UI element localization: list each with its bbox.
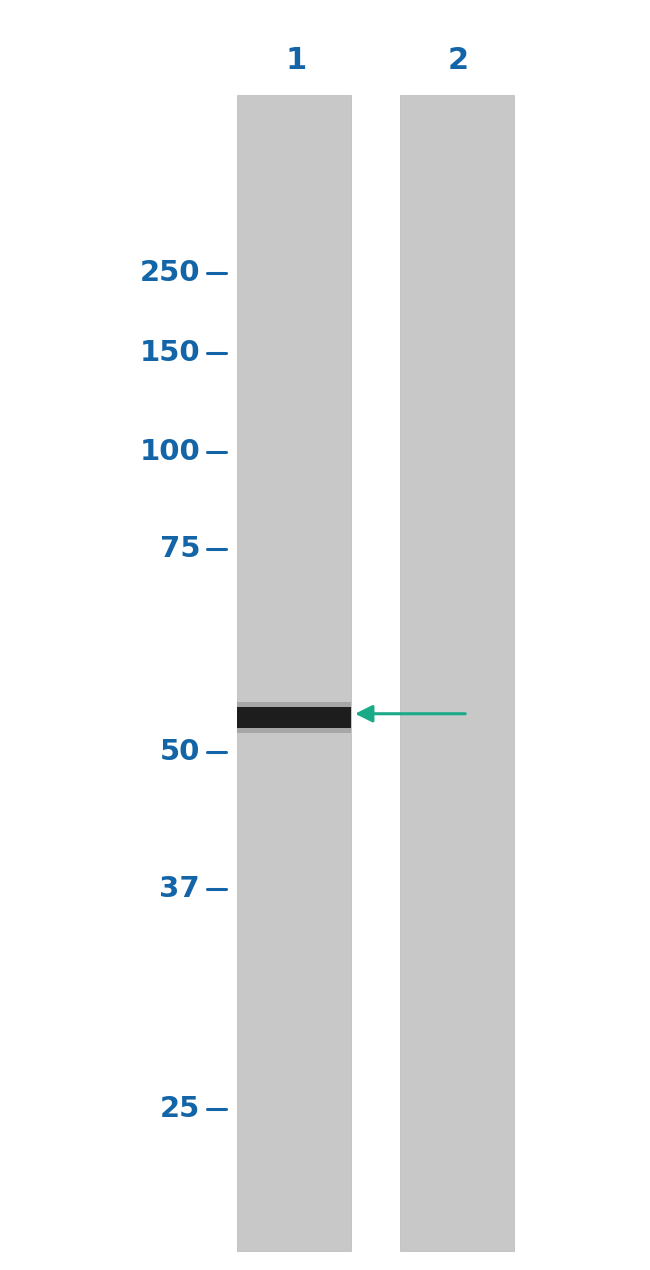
Bar [237,95,351,1251]
Text: 100: 100 [140,438,200,466]
Bar [237,702,351,733]
Bar [237,707,351,728]
Text: 50: 50 [160,738,200,766]
Text: 37: 37 [159,875,200,903]
Text: 2: 2 [448,47,469,75]
Text: 1: 1 [285,47,306,75]
Text: 250: 250 [140,259,200,287]
Bar [400,95,514,1251]
Text: 25: 25 [160,1095,200,1123]
Text: 150: 150 [140,339,200,367]
Text: 75: 75 [160,535,200,563]
